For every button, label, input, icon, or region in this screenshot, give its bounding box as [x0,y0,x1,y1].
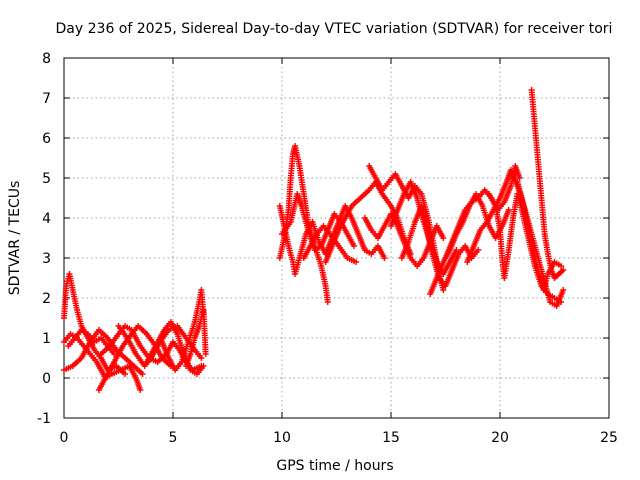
data-point [440,235,447,241]
data-point [505,207,512,213]
x-tick-label: 10 [273,430,291,446]
x-tick-labels: 0 5 10 15 20 25 [60,430,618,446]
x-tick-label: 15 [382,430,400,446]
y-tick-label: 2 [42,291,51,307]
y-axis-label: SDTVAR / TECUs [7,181,23,296]
data-point [200,363,207,369]
data-point [202,351,209,357]
y-tick-label: 1 [42,331,51,347]
data-point [558,263,565,269]
chart-title: Day 236 of 2025, Sidereal Day-to-day VTE… [56,21,613,37]
data-point [350,243,357,249]
data-point [122,371,129,377]
data-point [381,255,388,261]
y-tick-labels: -1 0 1 2 3 4 5 6 7 8 [37,51,51,427]
plot-frame [63,57,610,419]
data-point [440,287,447,293]
y-tick-label: 7 [42,91,51,107]
y-tick-label: 4 [42,211,51,227]
x-tick-label: 5 [169,430,178,446]
y-tick-label: -1 [37,411,51,427]
y-tick-label: 6 [42,131,51,147]
y-tick-label: 3 [42,251,51,267]
data-point [353,259,360,265]
y-tick-label: 8 [42,51,51,67]
data-point [475,247,482,253]
data-point [139,371,146,377]
y-tick-label: 0 [42,371,51,387]
x-tick-label: 25 [600,430,618,446]
data-point [560,287,567,293]
y-tick-label: 5 [42,171,51,187]
data-point [560,267,567,273]
data-point [324,299,331,305]
x-tick-label: 0 [60,430,69,446]
data-point [198,355,205,361]
data-point [137,387,144,393]
data-point [453,247,460,253]
data-point [558,299,565,305]
x-tick-label: 20 [491,430,509,446]
data-points [61,87,567,393]
x-axis-label: GPS time / hours [276,458,393,474]
data-point [516,175,523,181]
